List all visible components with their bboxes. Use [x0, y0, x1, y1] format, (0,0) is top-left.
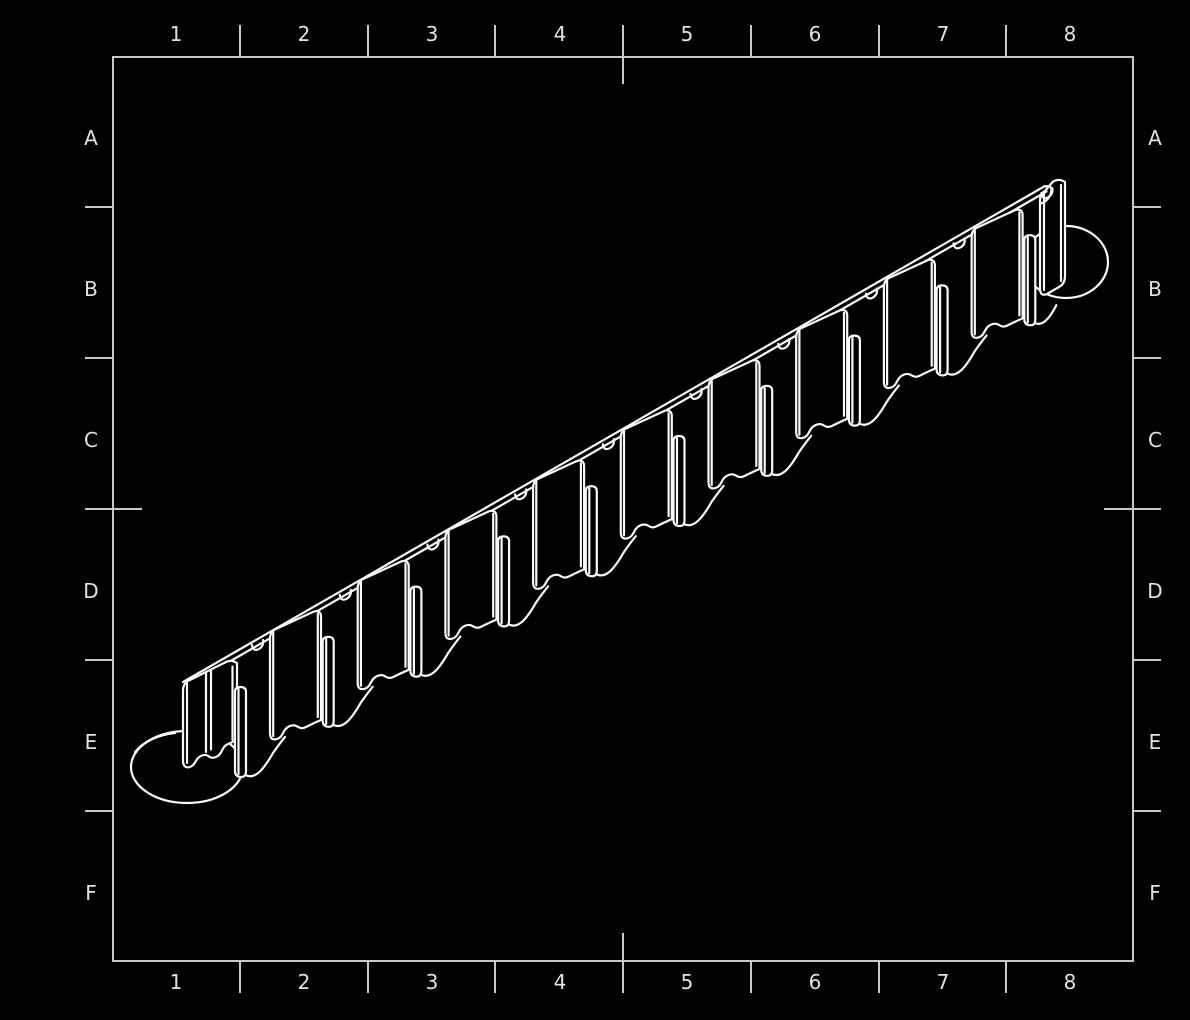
zone-label-left-f: F [85, 881, 97, 905]
zone-label-bottom-4: 4 [553, 970, 567, 994]
clip-unit [584, 409, 673, 578]
clip-unit [321, 559, 410, 728]
zone-tick-left [85, 357, 112, 359]
zone-label-bottom-1: 1 [169, 970, 183, 994]
zone-tick-left-center [85, 508, 142, 510]
clip-unit [847, 258, 937, 427]
zone-label-left-d: D [83, 579, 99, 603]
zone-label-top-3: 3 [425, 22, 439, 46]
clip-unit [760, 308, 849, 477]
zone-tick-bottom [877, 962, 880, 993]
end-cap-right [1038, 178, 1067, 296]
clip-unit [497, 459, 586, 628]
zone-label-right-e: E [1148, 730, 1162, 754]
clip-unit [409, 509, 498, 678]
zone-tick-bottom [749, 962, 752, 993]
zone-tick-right-center [1104, 508, 1161, 510]
zone-label-left-a: A [84, 126, 98, 150]
zone-tick-right [1134, 357, 1161, 359]
zone-tick-top [238, 25, 241, 56]
clip-unit [233, 610, 323, 779]
zone-tick-left [85, 810, 112, 812]
zone-tick-bottom [366, 962, 369, 993]
zone-label-right-b: B [1148, 277, 1162, 301]
clip-unit [935, 208, 1024, 377]
zone-tick-top [494, 25, 497, 56]
zone-tick-top [749, 25, 752, 56]
zone-tick-top [1005, 25, 1008, 56]
zone-label-top-7: 7 [936, 22, 950, 46]
zone-tick-right [1134, 659, 1161, 661]
clip-unit [672, 359, 761, 528]
zone-label-right-a: A [1148, 126, 1162, 150]
zone-label-right-f: F [1149, 881, 1161, 905]
zone-label-left-e: E [84, 730, 98, 754]
zone-label-left-b: B [84, 277, 98, 301]
zone-label-bottom-8: 8 [1063, 970, 1077, 994]
zone-tick-right [1134, 810, 1161, 812]
zone-label-right-c: C [1148, 428, 1162, 452]
zone-label-top-1: 1 [169, 22, 183, 46]
zone-tick-bottom-center [622, 933, 624, 993]
zone-label-bottom-2: 2 [297, 970, 311, 994]
zone-label-bottom-7: 7 [936, 970, 950, 994]
zone-label-bottom-3: 3 [425, 970, 439, 994]
zone-tick-bottom [238, 962, 241, 993]
zone-tick-left [85, 659, 112, 661]
zone-label-right-d: D [1147, 579, 1163, 603]
zone-tick-top-center [622, 25, 624, 84]
zone-label-left-c: C [84, 428, 98, 452]
zone-label-top-2: 2 [297, 22, 311, 46]
zone-tick-bottom [494, 962, 497, 993]
zone-label-top-4: 4 [553, 22, 567, 46]
zone-label-bottom-5: 5 [680, 970, 694, 994]
zone-label-bottom-6: 6 [808, 970, 822, 994]
zone-label-top-5: 5 [680, 22, 694, 46]
zone-label-top-6: 6 [808, 22, 822, 46]
end-plate-left [181, 659, 239, 769]
zone-tick-top [877, 25, 880, 56]
zone-label-top-8: 8 [1063, 22, 1077, 46]
zone-tick-top [366, 25, 369, 56]
zone-tick-left [85, 206, 112, 208]
zone-tick-bottom [1005, 962, 1008, 993]
zone-tick-right [1134, 206, 1161, 208]
